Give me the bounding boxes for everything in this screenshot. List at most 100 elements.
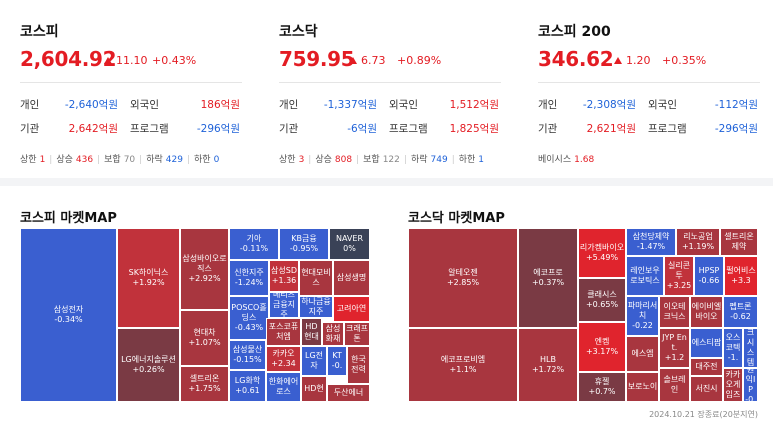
treemap-tile[interactable]: 실리콘투 +3.25: [664, 256, 694, 296]
treemap-tile[interactable]: 현대모비스: [299, 260, 333, 296]
tile-change: +2.85%: [446, 278, 480, 287]
treemap-tile[interactable]: 삼성바이오로직스 +2.92%: [180, 228, 229, 310]
treemap-tile[interactable]: 포스코퓨처엠: [266, 318, 301, 346]
treemap-tile[interactable]: 펩트론 -0.62: [723, 296, 758, 328]
treemap-tile[interactable]: HD현: [301, 376, 327, 402]
investor-value: -296억원: [714, 123, 758, 135]
breadth-label: 보합: [104, 155, 121, 165]
treemap-tile[interactable]: KT -0.: [327, 346, 347, 376]
treemap-tile[interactable]: 크래프톤: [344, 322, 370, 346]
treemap-tile[interactable]: 삼성화재: [322, 322, 344, 346]
treemap-tile[interactable]: 오스코텍 -1.: [723, 328, 743, 368]
tile-stock-name: 대주전: [695, 362, 718, 371]
investor-label: 기관: [279, 123, 299, 135]
treemap-tile[interactable]: 대주전: [690, 358, 723, 376]
tile-stock-name: 기아: [246, 234, 262, 243]
tile-stock-name: 엔켐: [594, 337, 610, 346]
treemap-tile[interactable]: 한화에어로스: [266, 372, 301, 402]
treemap-tile[interactable]: 알테오젠 +2.85%: [408, 228, 518, 328]
tile-stock-name: 셀트리온제약: [724, 232, 754, 251]
treemap-tile[interactable]: 솔브레인: [659, 368, 690, 402]
treemap-tile[interactable]: POSCO홀딩스 -0.43%: [229, 296, 269, 340]
treemap-tile[interactable]: 카카오게임즈: [723, 368, 743, 402]
breadth-label: 상한: [20, 155, 37, 165]
treemap-tile[interactable]: 이오테크닉스: [659, 296, 690, 328]
treemap-tile[interactable]: LG화학 +0.61: [229, 370, 266, 402]
treemap-tile[interactable]: 삼천당제약 -1.47%: [626, 228, 676, 256]
tile-stock-name: 에스엠: [631, 349, 654, 358]
treemap-tile[interactable]: 원익IP -0.: [743, 368, 758, 402]
treemap-tile[interactable]: NAVER 0%: [329, 228, 370, 260]
treemap-tile[interactable]: 클래시스 +0.65%: [578, 278, 626, 322]
index-percent: +0.43%: [152, 54, 197, 67]
treemap-tile[interactable]: 파마리서치 -0.22: [626, 296, 659, 336]
treemap-tile[interactable]: 고려아연: [333, 296, 370, 322]
tile-stock-name: LG에너지솔루션: [121, 355, 176, 364]
treemap-tile[interactable]: 메리츠금융지주: [269, 292, 299, 318]
treemap-tile[interactable]: 레인보우로보틱스: [626, 256, 664, 296]
treemap-tile[interactable]: HD현대: [301, 318, 322, 346]
treemap-tile[interactable]: 한국전력: [347, 346, 370, 384]
tile-change: +3.25: [666, 281, 692, 290]
treemap-tile[interactable]: 엔켐 +3.17%: [578, 322, 626, 372]
investor-value: 2,621억원: [586, 123, 636, 135]
treemap-tile[interactable]: LG전자: [301, 346, 327, 376]
kospi-treemap[interactable]: 삼성전자 -0.34% SK하이닉스 +1.92% LG에너지솔루션 +0.26% 삼성바이…: [20, 228, 370, 402]
treemap-tile[interactable]: 리노공업 +1.19%: [676, 228, 720, 256]
investor-value: -296억원: [196, 123, 240, 135]
index-name[interactable]: 코스피 200: [538, 24, 611, 40]
tile-stock-name: HD현대: [304, 322, 319, 341]
divider: [538, 82, 760, 83]
tile-stock-name: 오스코텍: [725, 333, 741, 352]
treemap-tile[interactable]: HPSP -0.66: [694, 256, 724, 296]
treemap-tile[interactable]: 삼성물산 -0.15%: [229, 340, 266, 370]
breadth-count: 70: [123, 155, 136, 165]
treemap-tile[interactable]: JYP Ent. +1.2: [659, 328, 690, 368]
tile-stock-name: 파크시스템스: [746, 328, 755, 367]
treemap-tile[interactable]: 셀트리온 +1.75%: [180, 366, 229, 402]
treemap-tile[interactable]: 보로노이: [626, 372, 659, 402]
treemap-tile[interactable]: 삼성생명: [333, 260, 370, 296]
treemap-tile[interactable]: 삼성SD +1.36: [269, 260, 299, 292]
treemap-tile[interactable]: 펄어비스 +3.3: [724, 256, 758, 296]
index-change: 1.20: [614, 54, 651, 67]
tile-stock-name: 레인보우로보틱스: [630, 266, 660, 285]
tile-stock-name: 알테오젠: [448, 268, 478, 277]
index-name[interactable]: 코스피: [20, 24, 59, 40]
kosdaq-treemap[interactable]: 알테오젠 +2.85% 에코프로비엠 +1.1% 에코프로 +0.37% HLB +1.72%…: [408, 228, 758, 402]
investor-value: 1,512억원: [449, 99, 499, 111]
treemap-tile[interactable]: 서진시: [690, 376, 723, 402]
treemap-tile[interactable]: 두산에너: [327, 384, 370, 402]
investor-value: 2,642억원: [68, 123, 118, 135]
treemap-tile[interactable]: SK하이닉스 +1.92%: [117, 228, 180, 328]
tile-change: -0.15%: [233, 355, 262, 364]
breadth-label: 상한: [279, 155, 296, 165]
tile-stock-name: KB금융: [291, 234, 317, 243]
treemap-tile[interactable]: 현대차 +1.07%: [180, 310, 229, 366]
kospi-map-title[interactable]: 코스피 마켓MAP: [20, 211, 117, 226]
treemap-tile[interactable]: 카카오 +2.34: [266, 346, 301, 372]
index-name[interactable]: 코스닥: [279, 24, 318, 40]
treemap-tile[interactable]: 파크시스템스: [743, 328, 758, 368]
treemap-tile[interactable]: 휴젤 +0.7%: [578, 372, 626, 402]
treemap-tile[interactable]: 에코프로비엠 +1.1%: [408, 328, 518, 402]
treemap-tile[interactable]: LG에너지솔루션 +0.26%: [117, 328, 180, 402]
investor-value: 1,825억원: [449, 123, 499, 135]
index-change: 6.73: [349, 54, 386, 67]
treemap-tile[interactable]: 에스티팜: [690, 328, 723, 358]
treemap-tile[interactable]: 에코프로 +0.37%: [518, 228, 578, 328]
kosdaq-map-title[interactable]: 코스닥 마켓MAP: [408, 211, 505, 226]
treemap-tile[interactable]: 에스엠: [626, 336, 659, 372]
tile-stock-name: 에스티팜: [691, 338, 722, 347]
breadth-count: 122: [382, 155, 400, 165]
treemap-tile[interactable]: 리가켐바이오 +5.49%: [578, 228, 626, 278]
tile-change: -0.95%: [289, 244, 319, 253]
treemap-tile[interactable]: 셀트리온제약: [720, 228, 758, 256]
treemap-tile[interactable]: KB금융 -0.95%: [279, 228, 329, 260]
treemap-tile[interactable]: 기아 -0.11%: [229, 228, 279, 260]
treemap-tile[interactable]: HLB +1.72%: [518, 328, 578, 402]
treemap-tile[interactable]: 삼성전자 -0.34%: [20, 228, 117, 402]
treemap-tile[interactable]: 에이비엘바이오: [690, 296, 723, 328]
treemap-tile[interactable]: 하나금융지주: [299, 296, 333, 318]
treemap-tile[interactable]: 신한지주 -1.24%: [229, 260, 269, 296]
